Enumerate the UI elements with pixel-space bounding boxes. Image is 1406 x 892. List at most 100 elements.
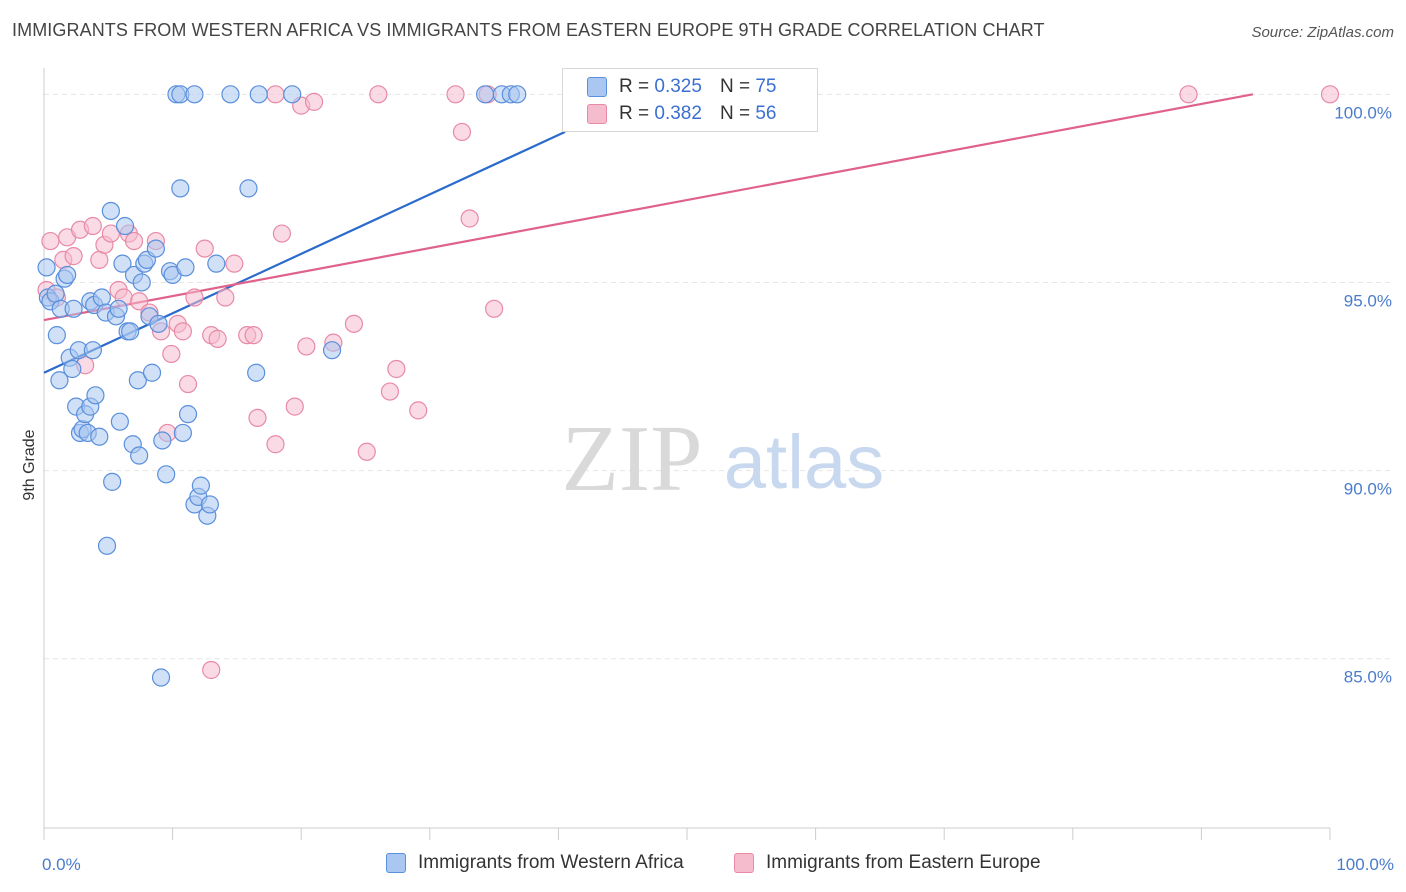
- point-western-africa[interactable]: [128, 371, 147, 390]
- point-western-africa[interactable]: [132, 273, 151, 292]
- point-eastern-europe[interactable]: [272, 224, 292, 243]
- point-western-africa[interactable]: [64, 299, 83, 318]
- point-western-africa[interactable]: [239, 179, 258, 198]
- point-western-africa[interactable]: [322, 341, 342, 360]
- point-eastern-europe[interactable]: [304, 92, 324, 111]
- point-western-africa[interactable]: [115, 216, 135, 236]
- point-western-africa[interactable]: [83, 341, 102, 360]
- point-eastern-europe[interactable]: [83, 216, 102, 236]
- legend-r-value: 0.382: [654, 103, 702, 124]
- point-eastern-europe[interactable]: [1179, 85, 1198, 104]
- point-eastern-europe[interactable]: [485, 299, 504, 318]
- point-eastern-europe[interactable]: [460, 209, 479, 228]
- point-eastern-europe[interactable]: [285, 397, 304, 416]
- point-western-africa[interactable]: [92, 288, 111, 307]
- point-eastern-europe[interactable]: [178, 374, 198, 394]
- point-eastern-europe[interactable]: [101, 224, 120, 243]
- point-eastern-europe[interactable]: [225, 254, 244, 273]
- point-western-africa[interactable]: [207, 254, 226, 273]
- point-eastern-europe[interactable]: [216, 288, 235, 307]
- y-tick-label: 100.0%: [1334, 103, 1392, 122]
- point-western-africa[interactable]: [113, 254, 132, 273]
- tick-labels: 100.0% 95.0% 90.0% 85.0% 0.0% 100.0%: [42, 103, 1394, 874]
- point-western-africa[interactable]: [178, 405, 198, 424]
- point-western-africa[interactable]: [58, 265, 77, 285]
- point-eastern-europe[interactable]: [266, 85, 285, 104]
- point-eastern-europe[interactable]: [173, 322, 192, 341]
- x-tick-label: 0.0%: [42, 855, 81, 874]
- trend-line-eastern-europe: [43, 93, 1254, 322]
- point-western-africa[interactable]: [475, 85, 495, 104]
- point-western-africa[interactable]: [176, 258, 195, 277]
- point-eastern-europe[interactable]: [266, 435, 285, 454]
- point-eastern-europe[interactable]: [369, 85, 388, 104]
- point-western-africa[interactable]: [101, 201, 120, 221]
- point-western-africa[interactable]: [86, 386, 105, 405]
- point-eastern-europe[interactable]: [357, 442, 376, 461]
- point-eastern-europe[interactable]: [387, 359, 406, 379]
- point-western-africa[interactable]: [508, 85, 527, 104]
- point-western-africa[interactable]: [153, 431, 172, 450]
- point-western-africa[interactable]: [37, 258, 56, 277]
- y-axis-title: 9th Grade: [21, 429, 38, 500]
- point-eastern-europe[interactable]: [124, 231, 144, 251]
- point-eastern-europe[interactable]: [64, 247, 83, 266]
- point-western-africa[interactable]: [46, 284, 65, 303]
- point-western-africa[interactable]: [90, 427, 109, 446]
- point-western-africa[interactable]: [200, 495, 219, 514]
- point-eastern-europe[interactable]: [380, 382, 400, 401]
- point-western-africa[interactable]: [110, 412, 129, 431]
- legend-label: Immigrants from Eastern Europe: [766, 852, 1041, 873]
- point-eastern-europe[interactable]: [297, 337, 316, 356]
- point-western-africa[interactable]: [249, 85, 268, 104]
- point-western-africa[interactable]: [97, 536, 117, 555]
- point-western-africa[interactable]: [142, 363, 162, 382]
- point-western-africa[interactable]: [171, 179, 190, 198]
- point-western-africa[interactable]: [191, 476, 210, 495]
- y-tick-label: 85.0%: [1344, 668, 1392, 687]
- legend-item-eastern-europe[interactable]: Immigrants from Eastern Europe: [734, 852, 1041, 874]
- point-western-africa[interactable]: [130, 446, 149, 465]
- point-eastern-europe[interactable]: [208, 329, 227, 348]
- point-eastern-europe[interactable]: [90, 250, 109, 269]
- point-eastern-europe[interactable]: [162, 344, 181, 364]
- axes: [43, 68, 1331, 840]
- point-western-africa[interactable]: [50, 371, 69, 390]
- legend-r-value: 0.325: [654, 76, 702, 97]
- point-eastern-europe[interactable]: [185, 288, 204, 307]
- legend-swatch-blue: [386, 853, 406, 873]
- point-eastern-europe[interactable]: [195, 239, 214, 258]
- point-western-africa[interactable]: [157, 465, 176, 484]
- point-western-africa[interactable]: [47, 326, 66, 345]
- point-eastern-europe[interactable]: [202, 660, 221, 680]
- point-western-africa[interactable]: [173, 423, 192, 443]
- point-western-africa[interactable]: [221, 85, 240, 104]
- legend-r-label: R =: [619, 76, 650, 97]
- point-western-africa[interactable]: [149, 314, 168, 333]
- point-western-africa[interactable]: [283, 85, 302, 104]
- point-western-africa[interactable]: [121, 322, 140, 341]
- point-western-africa[interactable]: [146, 239, 165, 258]
- point-eastern-europe[interactable]: [409, 401, 428, 420]
- point-western-africa[interactable]: [109, 299, 128, 318]
- point-western-africa[interactable]: [103, 472, 122, 491]
- point-western-africa[interactable]: [63, 359, 82, 379]
- legend-row-eastern-europe: R = 0.382 N = 56: [587, 101, 776, 127]
- point-eastern-europe[interactable]: [41, 231, 60, 251]
- point-eastern-europe[interactable]: [248, 408, 267, 428]
- point-western-africa[interactable]: [185, 85, 204, 104]
- legend-item-western-africa[interactable]: Immigrants from Western Africa: [386, 852, 684, 874]
- point-western-africa[interactable]: [151, 668, 171, 687]
- point-eastern-europe[interactable]: [344, 314, 364, 333]
- point-western-africa[interactable]: [247, 363, 266, 382]
- legend-n-value: 75: [755, 76, 777, 97]
- point-eastern-europe[interactable]: [1320, 85, 1340, 104]
- gridlines: [44, 93, 1394, 660]
- point-eastern-europe[interactable]: [452, 122, 472, 142]
- chart-title: IMMIGRANTS FROM WESTERN AFRICA VS IMMIGR…: [12, 20, 1045, 40]
- legend-n-label: N =: [719, 103, 751, 124]
- point-eastern-europe[interactable]: [244, 326, 263, 345]
- point-eastern-europe[interactable]: [446, 85, 465, 104]
- point-eastern-europe[interactable]: [130, 292, 149, 311]
- x-tick-label: 100.0%: [1336, 855, 1394, 874]
